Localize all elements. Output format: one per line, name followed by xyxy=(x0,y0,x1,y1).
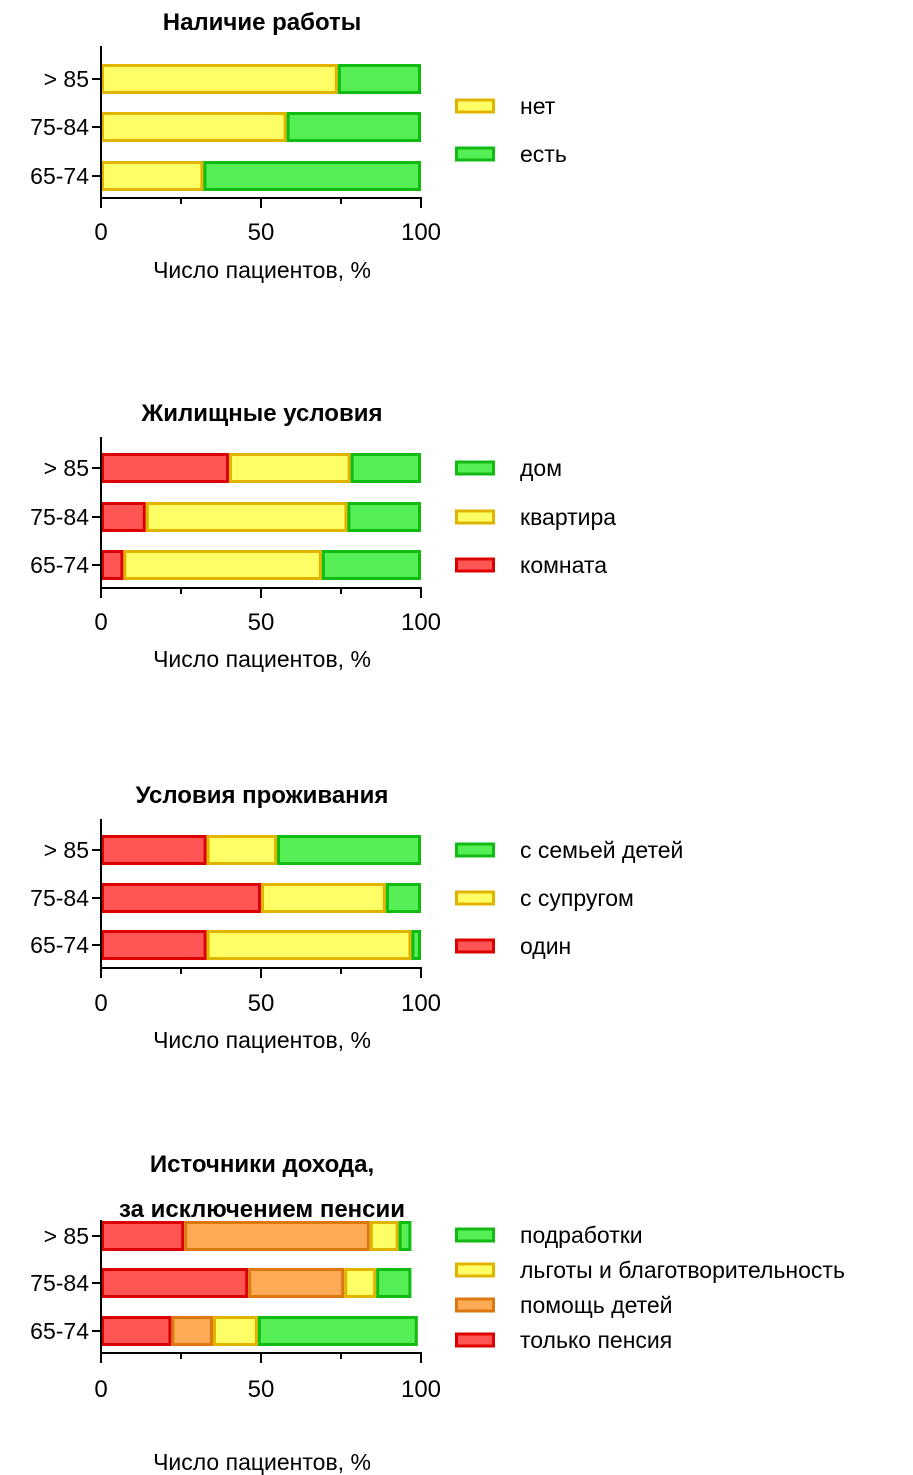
bar-есть-85 xyxy=(337,64,421,94)
bar-с-семьей-детей-75-84 xyxy=(385,883,421,913)
bar-подработки-75-84 xyxy=(376,1268,412,1298)
bar-нет-85 xyxy=(101,64,338,94)
x-axis-label: Число пациентов, % xyxy=(153,1027,371,1053)
bar-комната-75-84 xyxy=(101,502,146,532)
legend-label: комната xyxy=(520,552,607,578)
bar-только-пенсия-75-84 xyxy=(101,1268,249,1298)
chart-title: Жилищные условия xyxy=(141,400,383,427)
y-tick-label: 75-84 xyxy=(30,885,89,911)
x-tick-label: 100 xyxy=(401,609,441,636)
x-tick-label: 0 xyxy=(94,609,107,636)
bar-один-75-84 xyxy=(101,883,261,913)
legend-label: один xyxy=(520,933,571,959)
chart-1: Наличие работы 65-74 75-84 > 85 0 50 100 Число … xyxy=(30,9,567,283)
bar-один-85 xyxy=(101,835,207,865)
legend-label: нет xyxy=(520,93,556,119)
x-tick-label: 50 xyxy=(248,219,275,246)
y-tick-label: 75-84 xyxy=(30,504,89,530)
bar-один-65-74 xyxy=(101,930,207,960)
legend-swatch-только-пенсия xyxy=(455,1332,495,1348)
bar-подработки-65-74 xyxy=(257,1316,418,1346)
legend-swatch-с-супругом xyxy=(455,890,495,906)
chart-4: Источники дохода, за исключением пенсии 65… xyxy=(30,1151,845,1475)
legend-label: льготы и благотворительность xyxy=(520,1257,845,1283)
legend-swatch-комната xyxy=(455,557,495,573)
legend-swatch-помощь-детей xyxy=(455,1297,495,1313)
y-tick-label: 65-74 xyxy=(30,932,89,958)
x-tick-label: 0 xyxy=(94,219,107,246)
chart-2: Жилищные условия 65-74 75-84 > 85 0 50 100 Числ… xyxy=(30,400,616,672)
x-tick-label: 100 xyxy=(401,1376,441,1403)
bar-есть-75-84 xyxy=(286,112,421,142)
bar-только-пенсия-65-74 xyxy=(101,1316,172,1346)
x-tick-label: 50 xyxy=(248,609,275,636)
bar-с-супругом-65-74 xyxy=(206,930,412,960)
y-tick-label: > 85 xyxy=(44,66,89,92)
bar-квартира-75-84 xyxy=(145,502,348,532)
legend-label: только пенсия xyxy=(520,1327,672,1353)
legend-label: с семьей детей xyxy=(520,837,683,863)
chart-3: Условия проживания 65-74 75-84 > 85 0 50 100 Чи… xyxy=(30,782,683,1053)
legend-swatch-льготы-и-благотворительность xyxy=(455,1262,495,1278)
x-tick-label: 50 xyxy=(248,990,275,1017)
x-axis-label: Число пациентов, % xyxy=(153,1449,371,1475)
bar-с-супругом-85 xyxy=(206,835,278,865)
legend-label: подработки xyxy=(520,1222,643,1248)
bar-дом-65-74 xyxy=(321,550,421,580)
legend-swatch-подработки xyxy=(455,1227,495,1243)
bar-дом-75-84 xyxy=(347,502,421,532)
x-axis-label: Число пациентов, % xyxy=(153,646,371,672)
legend-swatch-нет xyxy=(455,98,495,114)
y-tick-label: 75-84 xyxy=(30,114,89,140)
x-tick-label: 0 xyxy=(94,1376,107,1403)
x-tick-label: 50 xyxy=(248,1376,275,1403)
bar-квартира-65-74 xyxy=(123,550,322,580)
y-tick-label: 65-74 xyxy=(30,552,89,578)
bar-льготы-и-благотворительность-65-74 xyxy=(213,1316,258,1346)
bar-есть-65-74 xyxy=(203,161,421,191)
y-tick-label: 75-84 xyxy=(30,1270,89,1296)
bar-с-супругом-75-84 xyxy=(261,883,386,913)
bar-комната-65-74 xyxy=(101,550,124,580)
bar-льготы-и-благотворительность-85 xyxy=(369,1221,399,1251)
legend-label: помощь детей xyxy=(520,1292,673,1318)
legend-label: квартира xyxy=(520,504,616,530)
bar-помощь-детей-65-74 xyxy=(171,1316,213,1346)
legend-label: с супругом xyxy=(520,885,634,911)
bar-помощь-детей-75-84 xyxy=(248,1268,345,1298)
y-tick-label: > 85 xyxy=(44,837,89,863)
legend-swatch-есть xyxy=(455,146,495,162)
y-tick-label: > 85 xyxy=(44,1223,89,1249)
bar-комната-85 xyxy=(101,453,229,483)
legend-swatch-дом xyxy=(455,460,495,476)
bar-с-семьей-детей-85 xyxy=(277,835,421,865)
bar-подработки-85 xyxy=(398,1221,412,1251)
legend-swatch-один xyxy=(455,938,495,954)
y-tick-label: 65-74 xyxy=(30,163,89,189)
x-tick-label: 0 xyxy=(94,990,107,1017)
legend-label: есть xyxy=(520,141,567,167)
bar-льготы-и-благотворительность-75-84 xyxy=(344,1268,377,1298)
y-tick-label: 65-74 xyxy=(30,1318,89,1344)
x-tick-label: 100 xyxy=(401,219,441,246)
chart-title: Условия проживания xyxy=(136,782,389,809)
bar-квартира-85 xyxy=(229,453,351,483)
chart-title: Наличие работы xyxy=(163,9,362,36)
bar-нет-75-84 xyxy=(101,112,287,142)
chart-title: Источники дохода, xyxy=(150,1151,374,1178)
y-tick-label: > 85 xyxy=(44,455,89,481)
legend-label: дом xyxy=(520,455,562,481)
bar-только-пенсия-85 xyxy=(101,1221,185,1251)
bar-с-семьей-детей-65-74 xyxy=(411,930,421,960)
bar-нет-65-74 xyxy=(101,161,204,191)
legend-swatch-квартира xyxy=(455,509,495,525)
bar-помощь-детей-85 xyxy=(184,1221,370,1251)
x-tick-label: 100 xyxy=(401,990,441,1017)
chart-title: за исключением пенсии xyxy=(119,1196,405,1223)
bar-дом-85 xyxy=(350,453,422,483)
x-axis-label: Число пациентов, % xyxy=(153,257,371,283)
legend-swatch-с-семьей-детей xyxy=(455,842,495,858)
